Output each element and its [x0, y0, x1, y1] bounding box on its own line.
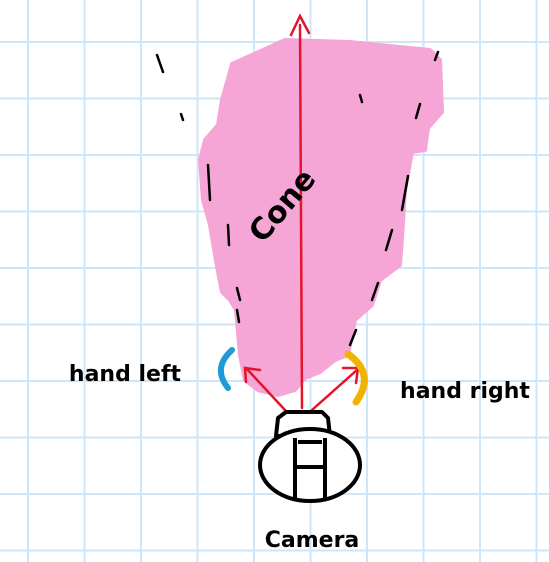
hand-right-label: hand right [400, 379, 530, 404]
camera-label: Camera [265, 528, 360, 553]
cone-axis-arrow [289, 13, 311, 410]
hand-left-label: hand left [69, 362, 182, 387]
cone-region [198, 38, 444, 397]
hand-left-marker [218, 347, 235, 391]
hand-left-arrow [243, 366, 287, 412]
camera-icon [258, 410, 362, 503]
cone-edge-marks [155, 50, 440, 347]
hand-right-marker [344, 350, 368, 406]
